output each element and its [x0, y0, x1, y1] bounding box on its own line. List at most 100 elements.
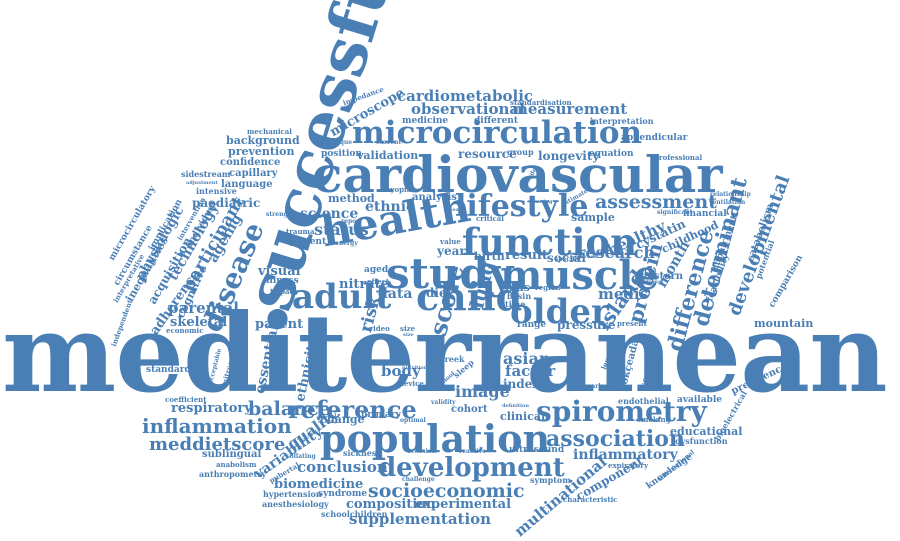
word-research: research — [577, 243, 655, 262]
word-region: region — [535, 283, 561, 292]
word-intensive: intensive — [196, 186, 237, 196]
word-respiratory: respiratory — [171, 401, 252, 416]
word-clinical: clinical — [500, 410, 546, 423]
word-optimal: optimal — [400, 417, 426, 424]
word-professional: professional — [654, 153, 703, 162]
word-change: change — [320, 413, 365, 426]
word-strength: strength — [266, 211, 295, 218]
word-available: available — [677, 395, 722, 405]
word-medicine: medicine — [402, 116, 449, 126]
word-biomedicine: biomedicine — [274, 477, 364, 492]
word-language: language — [221, 179, 273, 190]
word-appendicular: appendicular — [621, 133, 688, 143]
word-disease-small: disease — [444, 207, 465, 213]
word-socioeconomic: socioeconomic — [368, 480, 525, 502]
word-myopia: myopia — [383, 185, 412, 194]
word-prevention: prevention — [228, 145, 295, 158]
word-dysfunction: dysfunction — [675, 436, 728, 446]
word-data: data — [378, 286, 413, 302]
word-national: national — [640, 279, 664, 285]
word-hypertension: hypertension — [263, 489, 322, 499]
word-parental: parental — [168, 299, 239, 317]
word-parent: parent — [255, 317, 304, 332]
word-medis: medis — [598, 285, 649, 303]
word-smoking: smoking — [637, 415, 671, 424]
word-inflammation: inflammation — [142, 414, 292, 438]
word-value: value — [440, 237, 461, 246]
word-pressure: pressure — [557, 318, 616, 332]
word-status: status — [314, 220, 369, 239]
word-group: group — [507, 147, 534, 157]
word-assessment: assessment — [595, 191, 717, 213]
word-significant: significant — [657, 209, 693, 216]
word-collating: collating — [286, 453, 316, 460]
word-nitrate: nitrate — [339, 277, 389, 292]
word-meddietscore: meddietscore — [149, 434, 286, 455]
word-physique: physique — [322, 139, 353, 146]
word-social: social — [547, 251, 586, 265]
word-report: report — [341, 218, 363, 225]
word-video: video — [369, 324, 390, 333]
word-microcirculation: microcirculation — [352, 115, 643, 151]
word-year: year — [437, 244, 466, 258]
word-eastern: eastern — [641, 271, 683, 282]
word-birth: birth — [474, 250, 505, 263]
word-ultrasound: ultrasound — [509, 445, 565, 455]
word-capillary: capillary — [229, 168, 278, 179]
word-analysis: analysis — [412, 192, 457, 203]
word-body: body — [381, 362, 421, 380]
word-size: size — [400, 324, 416, 333]
word-lifestyle: lifestyle — [455, 189, 589, 224]
word-fasting: fasting — [533, 199, 553, 205]
word-characteristic: characteristic — [563, 495, 618, 504]
word-interpretation: interpretation — [590, 116, 654, 126]
word-inflammatory: inflammatory — [573, 447, 678, 463]
word-reference: reference — [288, 395, 417, 424]
word-result: result — [505, 248, 548, 263]
word-image: image — [455, 382, 510, 401]
word-educational: educational — [670, 425, 743, 438]
word-time: time — [505, 299, 526, 309]
word-basin: basin — [507, 291, 532, 301]
word-observational: observational — [411, 100, 525, 118]
word-index: index — [503, 377, 540, 391]
word-mas: mas — [505, 281, 530, 294]
word-impact: impact — [270, 287, 297, 296]
word-mediterranean: mediterranean — [2, 291, 888, 417]
word-development: development — [378, 453, 565, 483]
word-muscle: muscle — [500, 252, 659, 299]
word-economic: economic — [166, 326, 204, 335]
word-asian: asian — [503, 349, 551, 368]
word-present: present — [617, 319, 647, 328]
word-balance: balance — [248, 398, 331, 420]
word-longevity: longevity — [538, 149, 600, 163]
word-symptom: symptom — [530, 475, 571, 485]
word-sample: sample — [571, 211, 615, 224]
word-population: population — [320, 416, 551, 461]
word-science: science — [300, 206, 359, 222]
word-study: study — [386, 249, 514, 298]
word-cohort: cohort — [451, 404, 488, 415]
word-patient: patient — [290, 237, 327, 247]
word-adjustment: adjustment — [186, 180, 218, 186]
word-function: function — [462, 220, 637, 264]
word-cardiovascular: cardiovascular — [312, 145, 723, 204]
word-paediatric: paediatric — [192, 196, 261, 210]
word-diet: diet — [426, 286, 453, 300]
word-position: position — [321, 149, 362, 159]
word-device: device — [399, 379, 424, 388]
word-equation: equation — [589, 149, 634, 159]
word-energy: energy — [335, 240, 358, 247]
word-adult: adult — [292, 277, 392, 317]
word-older: older — [510, 292, 609, 332]
word-aged: aged — [364, 265, 389, 275]
word-primary: primary — [361, 410, 401, 420]
word-different: different — [474, 116, 518, 126]
word-confidence: confidence — [220, 157, 281, 168]
word-mountain: mountain — [754, 317, 814, 330]
word-ventilation: ventilation — [709, 199, 746, 206]
word-standard: standard — [146, 365, 191, 375]
word-nutrition: nutrition — [402, 365, 428, 371]
word-anabolism: anabolism — [216, 460, 257, 469]
